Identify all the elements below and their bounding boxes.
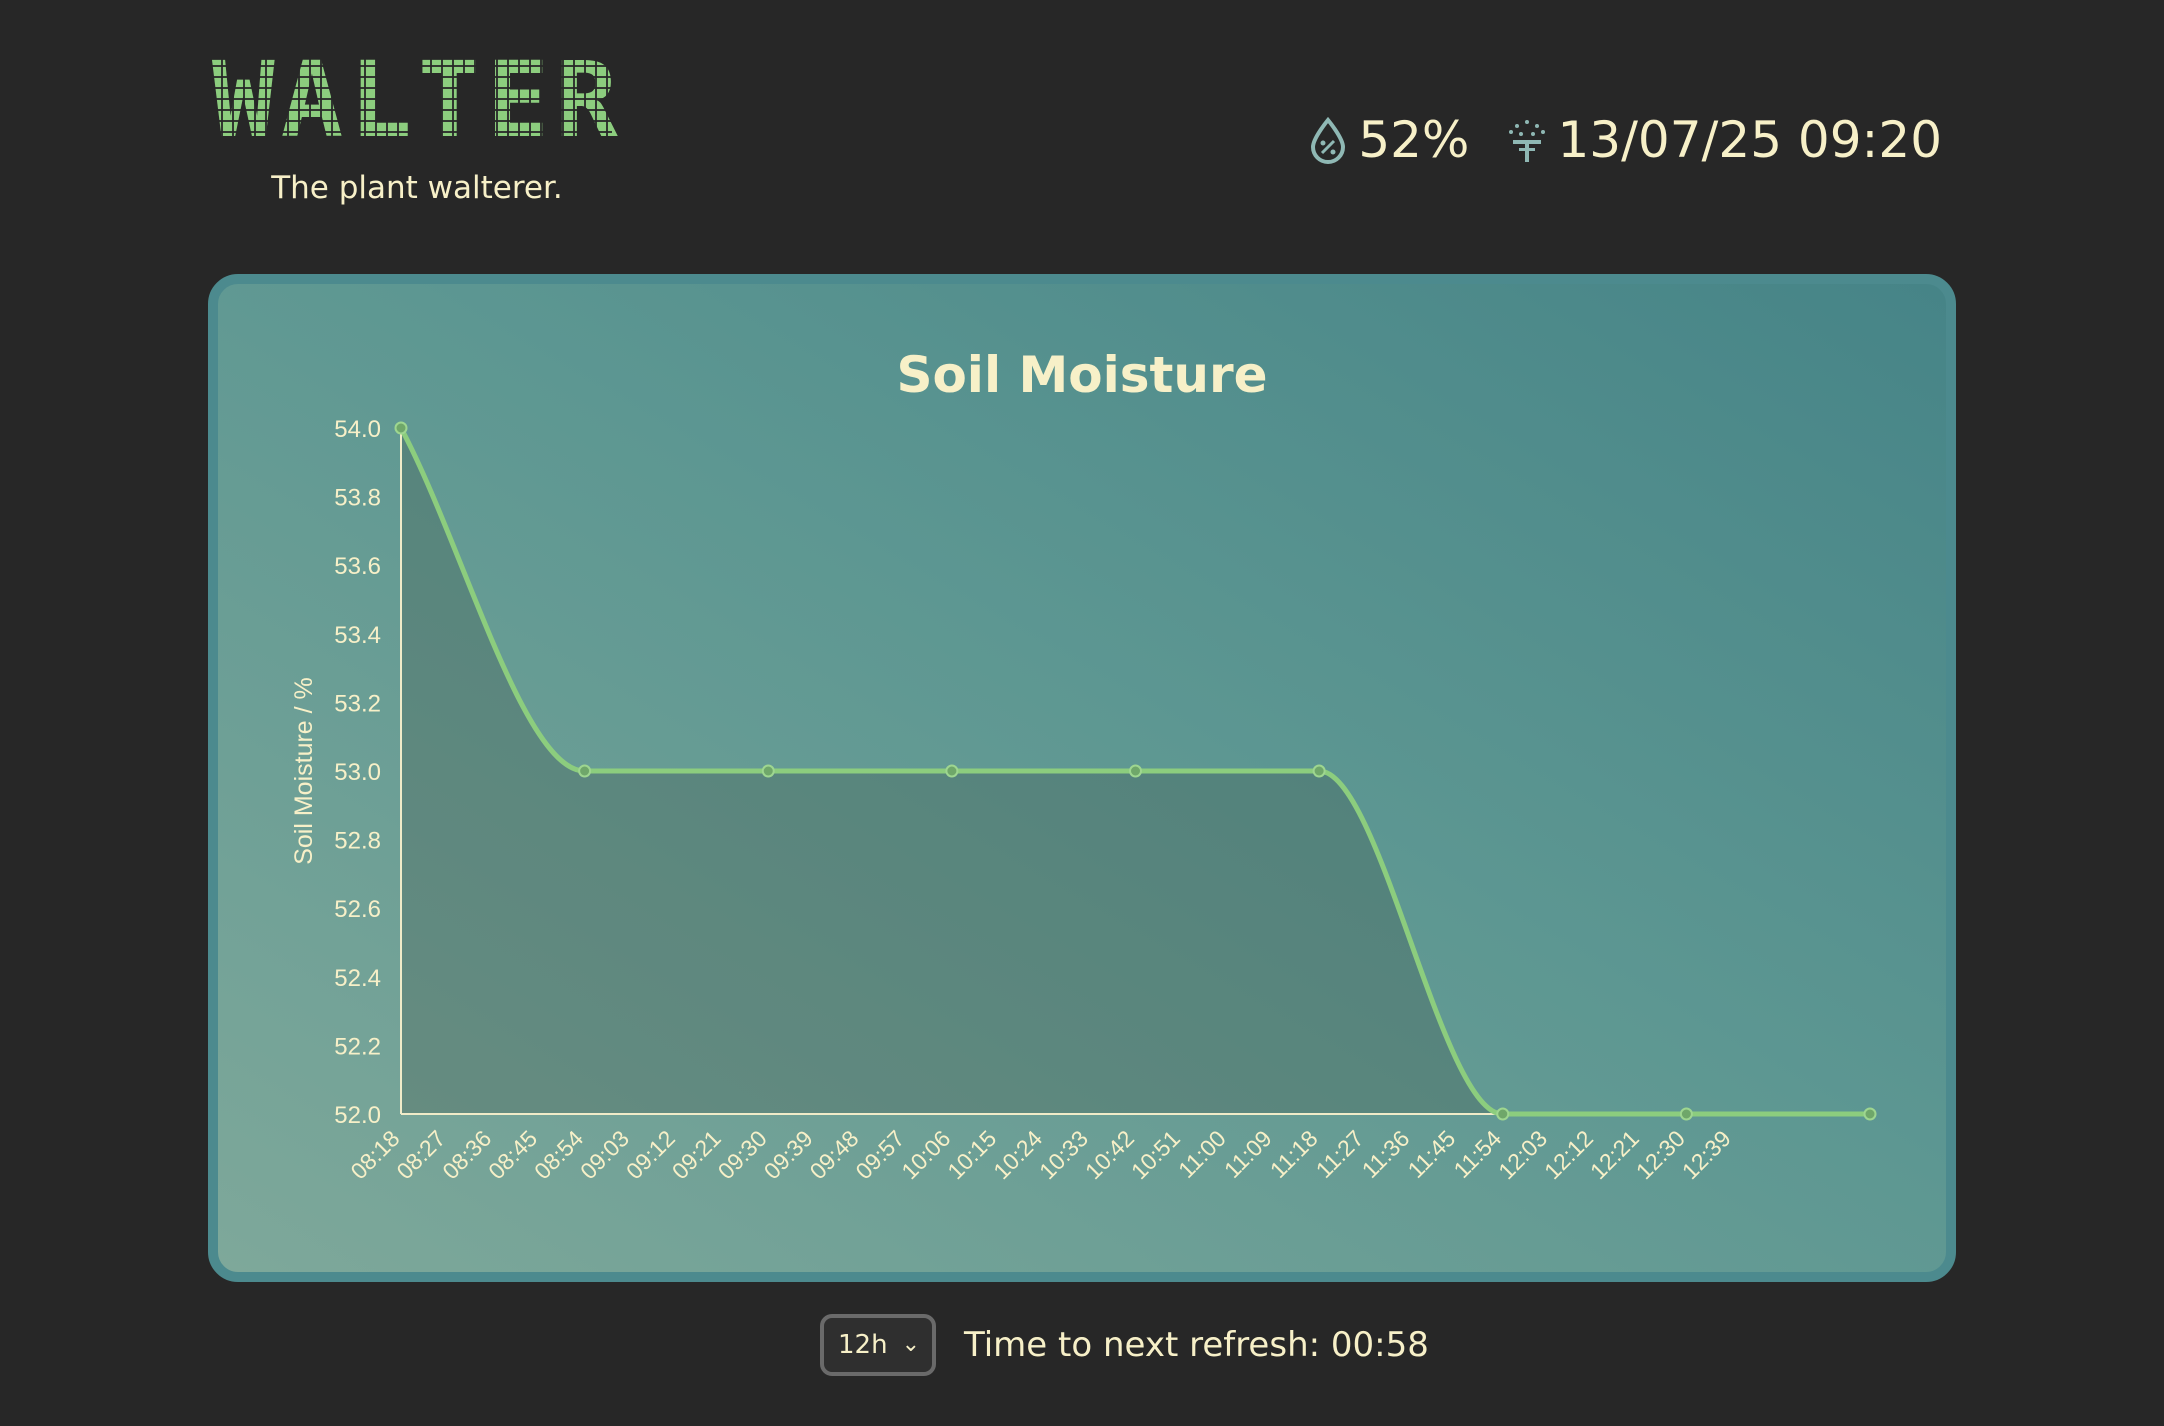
watering-can-icon <box>1507 116 1547 164</box>
x-tick-label-9: 09:39 <box>759 1125 818 1184</box>
refresh-countdown: Time to next refresh: 00:58 <box>964 1325 1429 1365</box>
y-tick-label-9: 52.2 <box>334 1033 381 1060</box>
x-tick-label-7: 09:21 <box>667 1125 726 1184</box>
y-tick-label-2: 53.6 <box>334 553 381 580</box>
y-tick-label-4: 53.2 <box>334 690 381 717</box>
last-watered: 13/07/25 09:20 <box>1557 111 1942 169</box>
x-tick-label-6: 09:12 <box>621 1125 680 1184</box>
x-tick-label-22: 11:36 <box>1357 1125 1415 1183</box>
x-tick-label-29: 12:39 <box>1677 1125 1736 1184</box>
data-point-5 <box>1312 764 1326 778</box>
data-point-3 <box>945 764 959 778</box>
x-tick-label-11: 09:57 <box>850 1125 909 1184</box>
y-tick-label-5: 53.0 <box>334 759 381 786</box>
tagline: The plant walterer. <box>271 170 563 206</box>
x-tick-label-21: 11:27 <box>1311 1125 1369 1183</box>
x-tick-label-1: 08:27 <box>391 1125 450 1184</box>
x-tick-label-28: 12:30 <box>1631 1125 1690 1184</box>
y-tick-label-6: 52.8 <box>334 828 381 855</box>
data-point-6 <box>1496 1107 1510 1121</box>
y-axis-title: Soil Moisture / % <box>290 677 318 865</box>
y-tick-label-0: 54.0 <box>334 416 381 443</box>
data-point-2 <box>761 764 775 778</box>
x-tick-label-10: 09:48 <box>805 1125 864 1184</box>
x-tick-label-18: 11:00 <box>1173 1125 1231 1183</box>
data-point-7 <box>1679 1107 1693 1121</box>
x-tick-label-2: 08:36 <box>437 1125 496 1184</box>
x-tick-label-23: 11:45 <box>1402 1125 1460 1183</box>
moisture-drop-icon <box>1308 116 1348 164</box>
x-tick-label-25: 12:03 <box>1493 1125 1552 1184</box>
y-tick-label-8: 52.4 <box>334 965 381 992</box>
x-tick-label-15: 10:33 <box>1034 1125 1093 1184</box>
time-range-value: 12h <box>838 1330 888 1360</box>
data-point-1 <box>578 764 592 778</box>
chart-title: Soil Moisture <box>896 346 1268 404</box>
chevron-down-icon: ⌄ <box>901 1332 920 1357</box>
y-tick-label-3: 53.4 <box>334 622 381 649</box>
x-tick-label-13: 10:15 <box>942 1125 1001 1184</box>
y-tick-label-10: 52.0 <box>334 1102 381 1129</box>
x-tick-label-5: 09:03 <box>575 1125 634 1184</box>
x-tick-label-14: 10:24 <box>988 1125 1047 1184</box>
data-point-0 <box>394 421 408 435</box>
x-tick-label-4: 08:54 <box>529 1125 588 1184</box>
x-tick-label-8: 09:30 <box>713 1125 772 1184</box>
data-point-4 <box>1129 764 1142 778</box>
time-range-select[interactable]: 12h ⌄ <box>820 1314 936 1376</box>
x-tick-label-27: 12:21 <box>1585 1125 1644 1184</box>
x-tick-label-17: 10:51 <box>1126 1125 1185 1184</box>
x-tick-label-16: 10:42 <box>1080 1125 1139 1184</box>
y-tick-label-7: 52.6 <box>334 896 381 923</box>
moisture-value: 52% <box>1358 111 1470 169</box>
controls-bar: 12h ⌄ Time to next refresh: 00:58 <box>820 1314 1429 1376</box>
x-tick-label-26: 12:12 <box>1539 1125 1598 1184</box>
x-tick-label-3: 08:45 <box>483 1125 542 1184</box>
y-tick-label-1: 53.8 <box>334 485 381 512</box>
data-point-8 <box>1863 1107 1877 1121</box>
status-bar: 52% 13/07/25 09:20 <box>1308 112 1942 168</box>
x-tick-label-0: 08:18 <box>345 1125 404 1184</box>
x-tick-label-19: 11:09 <box>1219 1125 1277 1183</box>
x-tick-label-12: 10:06 <box>896 1125 955 1184</box>
x-tick-label-24: 11:54 <box>1448 1125 1506 1183</box>
x-tick-label-20: 11:18 <box>1265 1125 1323 1183</box>
